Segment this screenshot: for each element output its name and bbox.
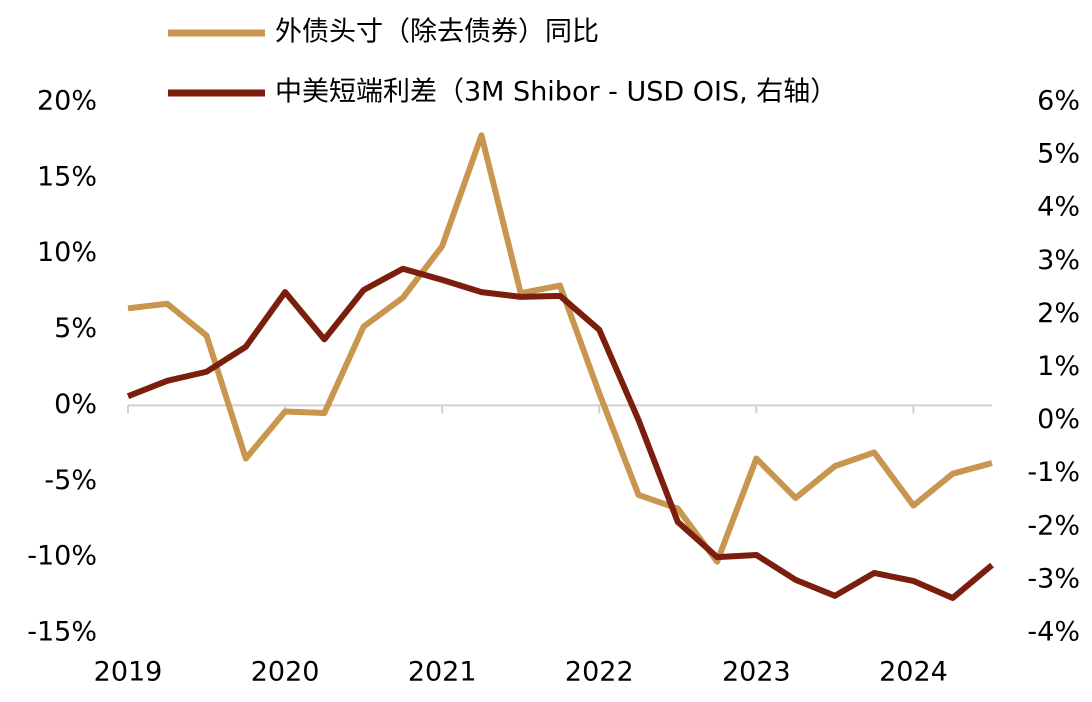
y2-tick-label: 5%: [1037, 139, 1080, 170]
y2-tick-label: 6%: [1037, 86, 1080, 117]
legend-label: 外债头寸（除去债券）同比: [275, 17, 599, 48]
y-tick-label: -5%: [44, 465, 97, 496]
y-tick-label: 10%: [37, 237, 97, 268]
x-tick-label: 2022: [565, 657, 634, 688]
legend-label: 中美短端利差（3M Shibor - USD OIS, 右轴）: [275, 77, 837, 108]
x-tick-label: 2021: [408, 657, 477, 688]
y-tick-label: 20%: [37, 86, 97, 117]
y-tick-label: 0%: [54, 389, 97, 420]
x-tick-label: 2024: [879, 657, 948, 688]
y2-tick-label: 3%: [1037, 245, 1080, 276]
y-tick-label: -10%: [27, 541, 97, 572]
x-tick-label: 2020: [251, 657, 320, 688]
y-tick-label: -15%: [27, 617, 97, 648]
y2-tick-label: -1%: [1027, 457, 1080, 488]
series-line: [127, 132, 993, 565]
y2-tick-label: -4%: [1027, 617, 1080, 648]
y2-tick-label: -3%: [1027, 563, 1080, 594]
y2-tick-label: 1%: [1037, 351, 1080, 382]
x-tick-label: 2023: [722, 657, 791, 688]
x-tick-label: 2019: [94, 657, 163, 688]
y-tick-label: 15%: [37, 161, 97, 192]
y2-tick-label: 2%: [1037, 298, 1080, 329]
y2-tick-label: -2%: [1027, 510, 1080, 541]
y-tick-label: 5%: [54, 313, 97, 344]
y2-tick-label: 0%: [1037, 404, 1080, 435]
series-line: [126, 265, 994, 601]
y2-tick-label: 4%: [1037, 192, 1080, 223]
